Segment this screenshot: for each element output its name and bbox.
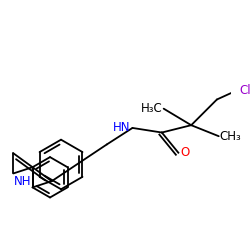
Text: HN: HN [113, 122, 131, 134]
Text: CH₃: CH₃ [220, 130, 242, 143]
Text: H₃C: H₃C [141, 102, 163, 115]
Text: NH: NH [14, 175, 32, 188]
Text: O: O [180, 146, 190, 159]
Text: Cl: Cl [239, 84, 250, 97]
